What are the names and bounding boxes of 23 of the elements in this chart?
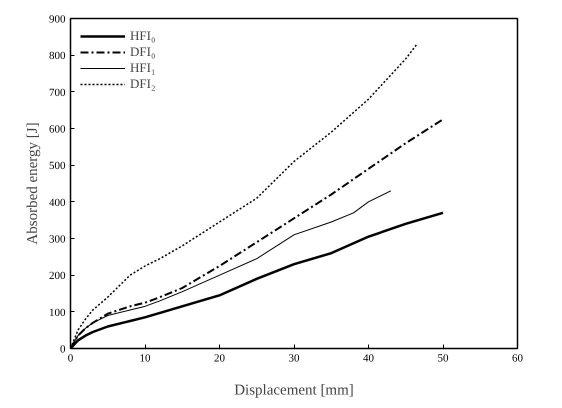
x-tick-label: 0 <box>68 352 74 364</box>
x-tick-label: 40 <box>363 352 374 364</box>
legend-label: DFI₂ <box>130 76 156 92</box>
y-tick-label: 500 <box>49 160 66 172</box>
y-tick-label: 0 <box>60 344 66 356</box>
y-tick-label: 200 <box>49 270 66 282</box>
y-tick-label: 100 <box>49 306 66 319</box>
x-tick-label: 10 <box>140 352 151 364</box>
x-tick-label: 50 <box>438 352 449 364</box>
y-tick-label: 600 <box>49 124 66 136</box>
legend-label: HFI₁ <box>130 60 156 76</box>
x-tick-label: 20 <box>214 352 226 364</box>
x-tick-label: 60 <box>512 352 524 364</box>
y-axis-title: Absorbed energy [J] <box>25 122 41 245</box>
legend-label: DFI₀ <box>130 44 156 60</box>
y-tick-label: 900 <box>49 14 66 26</box>
y-tick-label: 800 <box>49 50 66 62</box>
x-axis-title: Displacement [mm] <box>234 382 354 398</box>
legend-label: HFI₀ <box>130 28 156 44</box>
y-tick-label: 300 <box>49 234 66 246</box>
y-tick-label: 400 <box>49 196 66 209</box>
y-tick-label: 700 <box>49 86 66 99</box>
x-tick-label: 30 <box>288 352 300 364</box>
